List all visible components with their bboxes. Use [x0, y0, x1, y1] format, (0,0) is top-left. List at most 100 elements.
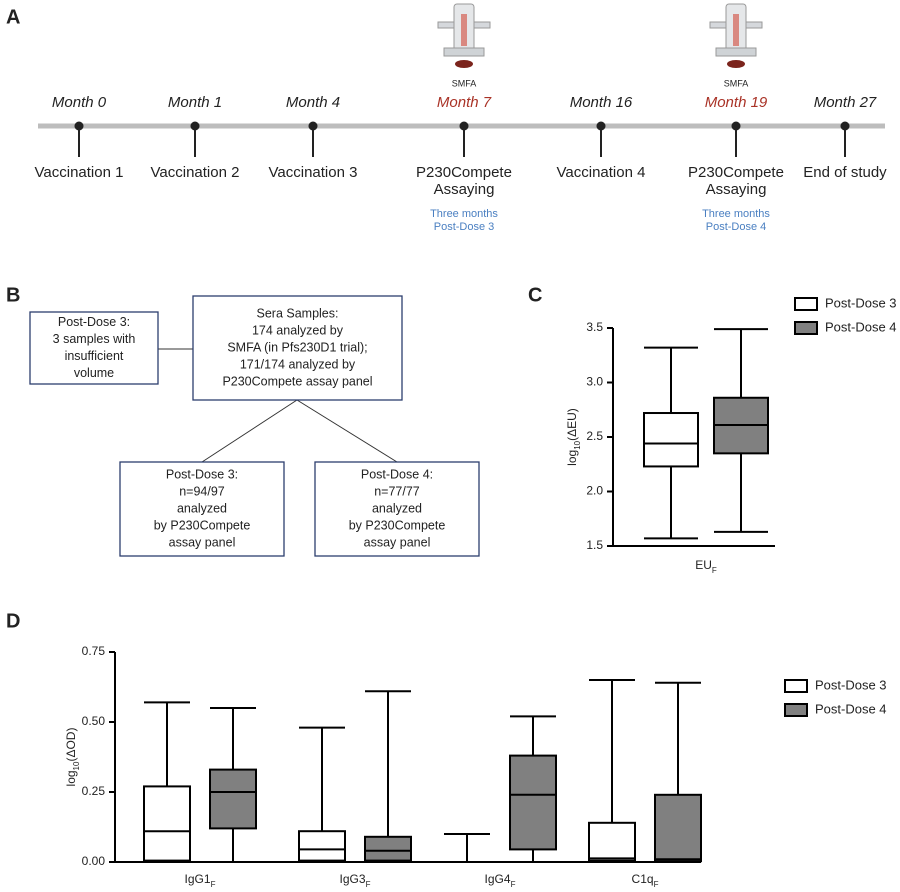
box	[509, 754, 557, 851]
box	[588, 821, 636, 862]
y-tick-label: 3.5	[586, 320, 603, 334]
flow-text: by P230Compete	[349, 518, 446, 532]
box-plot	[654, 681, 702, 863]
smfa-icon	[437, 3, 491, 68]
flow-box	[192, 295, 403, 401]
box-plot	[209, 707, 257, 863]
legend-label: Post-Dose 4	[825, 319, 897, 334]
event-note: Post-Dose 3	[434, 221, 495, 233]
flow-text: volume	[74, 366, 114, 380]
panel-label: B	[6, 284, 20, 306]
flow-text: assay panel	[169, 535, 236, 549]
text-part: F	[211, 880, 216, 889]
timeline-dot	[840, 121, 850, 131]
text-part: F	[366, 880, 371, 889]
text-part: C1q	[632, 872, 654, 886]
box-plot	[444, 833, 490, 863]
box-plot	[643, 346, 699, 540]
box-plot	[713, 328, 769, 533]
connector	[296, 399, 398, 463]
icon-base	[715, 47, 757, 57]
text-part: F	[654, 880, 659, 889]
flow-text: P230Compete assay panel	[222, 374, 372, 388]
flow-text: 174 analyzed by	[252, 323, 344, 337]
timeline-dot	[596, 121, 606, 131]
flow-text: 3 samples with	[53, 332, 136, 346]
timeline-dot	[190, 121, 200, 131]
flow-text: analyzed	[372, 501, 422, 515]
timeline-dot	[731, 121, 741, 131]
month-label: Month 27	[814, 94, 877, 111]
text-part: (ΔOD)	[64, 728, 78, 762]
text-part: F	[511, 880, 516, 889]
panel-label: D	[6, 610, 20, 632]
x-tick-label: IgG4F	[485, 872, 516, 888]
box	[209, 768, 257, 830]
y-tick-label: 2.0	[586, 484, 603, 498]
legend-swatch	[794, 321, 818, 335]
timeline-dot	[459, 121, 469, 131]
flow-text: n=94/97	[179, 484, 225, 498]
x-tick-label: IgG3F	[340, 872, 371, 888]
y-tick-label: 0.00	[82, 854, 106, 868]
box	[643, 412, 699, 468]
event-label: Assaying	[706, 181, 767, 198]
y-axis-label: log10(ΔOD)	[64, 728, 80, 787]
panel-label: A	[6, 6, 20, 28]
box-plot	[298, 726, 346, 863]
event-label: P230Compete	[416, 164, 512, 181]
flow-text: analyzed	[177, 501, 227, 515]
timeline-dot	[308, 121, 318, 131]
event-label: Vaccination 4	[557, 164, 646, 181]
icon-tube	[733, 14, 739, 46]
flow-text: 171/174 analyzed by	[240, 357, 356, 371]
flow-text: Post-Dose 3:	[166, 467, 238, 481]
text-part: IgG1	[185, 872, 211, 886]
flow-text: Sera Samples:	[257, 306, 339, 320]
icon-mosquito	[455, 60, 473, 68]
month-label: Month 19	[705, 94, 768, 111]
box-plot	[143, 701, 191, 863]
flow-box	[314, 461, 480, 557]
month-label: Month 16	[570, 94, 633, 111]
legend-swatch	[794, 297, 818, 311]
flow-text: n=77/77	[374, 484, 420, 498]
y-axis-label: log10(ΔEU)	[565, 408, 581, 466]
y-tick-label: 3.0	[586, 375, 603, 389]
text-part: log	[64, 770, 78, 786]
icon-tube	[461, 14, 467, 46]
timeline-dot	[74, 121, 84, 131]
legend-label: Post-Dose 3	[815, 677, 887, 692]
x-tick-label: IgG1F	[185, 872, 216, 888]
box	[143, 785, 191, 862]
y-tick-label: 2.5	[586, 429, 603, 443]
box-plot	[588, 679, 636, 863]
legend-label: Post-Dose 4	[815, 701, 887, 716]
y-tick-label: 0.75	[82, 644, 106, 658]
box	[364, 835, 412, 862]
flow-box	[119, 461, 285, 557]
connector	[201, 399, 298, 463]
box	[298, 830, 346, 862]
event-label: Vaccination 3	[269, 164, 358, 181]
event-note: Three months	[430, 208, 498, 220]
event-label: End of study	[803, 164, 887, 181]
month-label: Month 7	[437, 94, 492, 111]
event-label: Vaccination 2	[151, 164, 240, 181]
x-tick-label: C1qF	[632, 872, 659, 888]
text-part: F	[712, 566, 717, 575]
x-tick-label: EUF	[695, 558, 717, 574]
smfa-icon	[709, 3, 763, 68]
legend-swatch	[784, 703, 808, 717]
text-part: log	[565, 450, 579, 466]
event-label: P230Compete	[688, 164, 784, 181]
month-label: Month 4	[286, 94, 340, 111]
flow-text: Post-Dose 4:	[361, 467, 433, 481]
box	[654, 793, 702, 863]
legend-label: Post-Dose 3	[825, 295, 897, 310]
y-tick-label: 0.50	[82, 714, 106, 728]
flow-text: Post-Dose 3:	[58, 315, 130, 329]
flow-text: SMFA (in Pfs230D1 trial);	[227, 340, 367, 354]
icon-mosquito	[727, 60, 745, 68]
